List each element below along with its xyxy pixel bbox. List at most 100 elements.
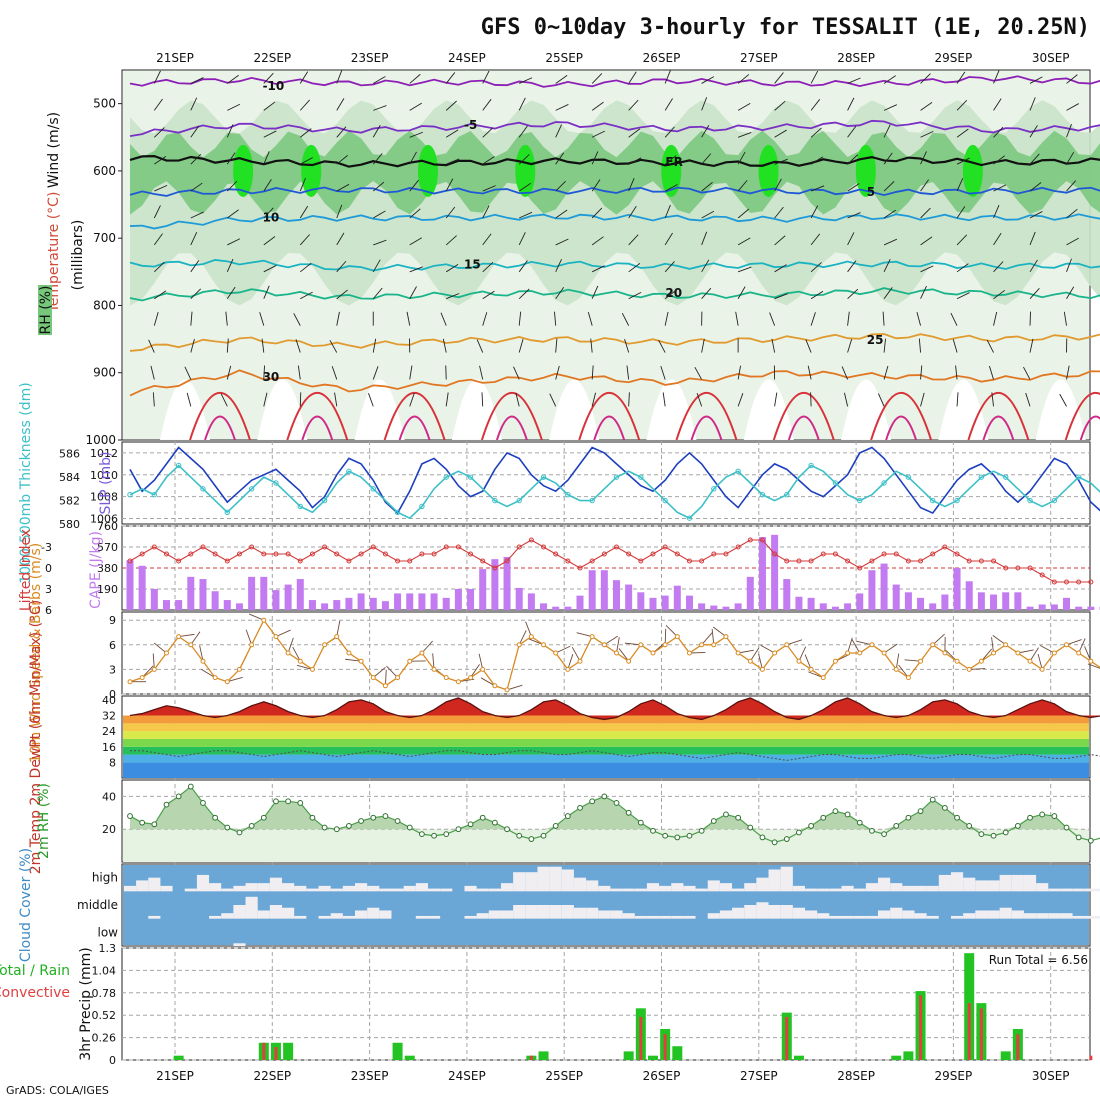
li-marker xyxy=(236,551,242,557)
wind-barb xyxy=(737,237,751,246)
li-marker xyxy=(565,558,571,564)
wind-barb xyxy=(518,154,530,165)
wind-marker xyxy=(759,666,765,672)
wind-barb xyxy=(626,365,630,380)
cloud-middle-bar xyxy=(209,915,222,919)
cloud-middle-bar xyxy=(853,915,866,919)
rh-marker xyxy=(1027,814,1033,821)
wind-barb xyxy=(442,338,447,353)
wind-barb xyxy=(920,73,931,84)
wind-barb xyxy=(519,211,533,219)
rh-marker xyxy=(613,800,620,806)
wind-barb xyxy=(993,289,1005,300)
wind-barb xyxy=(810,185,825,192)
wind-barb xyxy=(336,126,347,138)
cloud-middle-bar xyxy=(646,915,660,919)
rh-marker xyxy=(869,827,875,834)
wind-barb xyxy=(993,204,1000,219)
cape-bar xyxy=(892,584,900,610)
rh-marker xyxy=(783,836,790,842)
day-label-top: 24SEP xyxy=(448,51,486,65)
precip-tick-label: 1.04 xyxy=(92,964,117,977)
wind-barb xyxy=(190,153,202,165)
temp-band xyxy=(123,738,1089,747)
wind-barb-10m xyxy=(336,620,341,637)
wind-barb-10m xyxy=(287,637,294,654)
thickness-marker xyxy=(1003,474,1009,480)
wind-marker xyxy=(528,634,534,640)
wind-barb xyxy=(628,99,639,111)
wind-barb xyxy=(1029,153,1040,165)
wind-barb xyxy=(153,205,161,219)
cloud-middle-bar xyxy=(1096,915,1100,919)
wind-barb xyxy=(518,232,526,246)
rh-marker xyxy=(856,819,863,826)
precip-convective-bar xyxy=(639,1016,643,1060)
thickness-marker xyxy=(978,474,985,480)
li-marker xyxy=(674,551,680,557)
wind-marker xyxy=(358,658,364,664)
wind-barb xyxy=(591,73,603,84)
li-marker xyxy=(1064,579,1070,585)
wind-barb xyxy=(336,183,350,192)
hot-contour xyxy=(301,415,334,441)
wind-barb xyxy=(372,259,381,273)
wind-barb xyxy=(737,208,750,219)
li-marker xyxy=(541,544,547,550)
wind-barb xyxy=(299,234,310,246)
wind-barb xyxy=(883,75,896,84)
wind-marker xyxy=(273,634,279,640)
wind-barb xyxy=(372,338,377,353)
rh-marker xyxy=(966,823,973,829)
wind-barb xyxy=(1029,231,1036,246)
wind-barb xyxy=(774,100,786,111)
cloud-middle-bar xyxy=(573,907,587,919)
wind-barb xyxy=(774,72,784,84)
cloud-high-bar xyxy=(1072,888,1085,892)
wind-barb xyxy=(1066,180,1077,192)
rh-marker xyxy=(321,824,328,831)
wind-marker xyxy=(334,634,340,640)
cape-bar xyxy=(856,593,864,610)
y-tick-label: 600 xyxy=(93,164,116,178)
cloud-high-bar xyxy=(975,880,988,892)
wind-barb xyxy=(263,101,276,111)
wind-barb xyxy=(190,338,195,353)
wind-barb xyxy=(555,258,563,273)
wind-barb-10m xyxy=(991,637,994,654)
day-label-bottom: 25SEP xyxy=(545,1069,583,1083)
wind-barb xyxy=(993,261,1004,273)
cloud-high-bar xyxy=(586,880,599,892)
cloud-high-bar xyxy=(756,877,769,892)
ylabel-rh: RH (%) xyxy=(38,286,54,335)
rh-marker xyxy=(662,832,669,839)
wind-barb-10m xyxy=(1040,645,1055,654)
wind-marker xyxy=(662,642,668,648)
wind-barb xyxy=(445,72,456,84)
rh-marker xyxy=(650,827,656,834)
wind-barb xyxy=(628,263,641,273)
wind-barb xyxy=(445,235,457,246)
rh-marker xyxy=(686,832,693,839)
panel-frame-cloud xyxy=(121,863,1091,947)
wind-marker xyxy=(395,675,401,681)
wind-barb xyxy=(409,102,422,111)
cape-bar xyxy=(953,568,961,610)
wind-barb xyxy=(227,238,241,246)
cloud-high-bar xyxy=(768,869,781,892)
cloud-middle-bar xyxy=(719,910,733,919)
wind-barb xyxy=(190,182,203,192)
wind-barb xyxy=(774,158,788,165)
wind-barb-10m xyxy=(618,648,630,662)
wind-barb-10m xyxy=(248,613,264,621)
wind-tick-label: 6 xyxy=(109,639,116,652)
precip-convective-bar xyxy=(262,1042,266,1060)
rh-marker xyxy=(796,829,802,836)
cape-bar xyxy=(917,597,925,610)
wind-barb xyxy=(1023,366,1031,380)
hot-contour xyxy=(398,415,431,441)
wind-barb xyxy=(409,365,413,380)
cloud-high-bar xyxy=(610,888,623,892)
wind-barb xyxy=(737,151,746,165)
cloud-middle-bar xyxy=(768,905,781,919)
